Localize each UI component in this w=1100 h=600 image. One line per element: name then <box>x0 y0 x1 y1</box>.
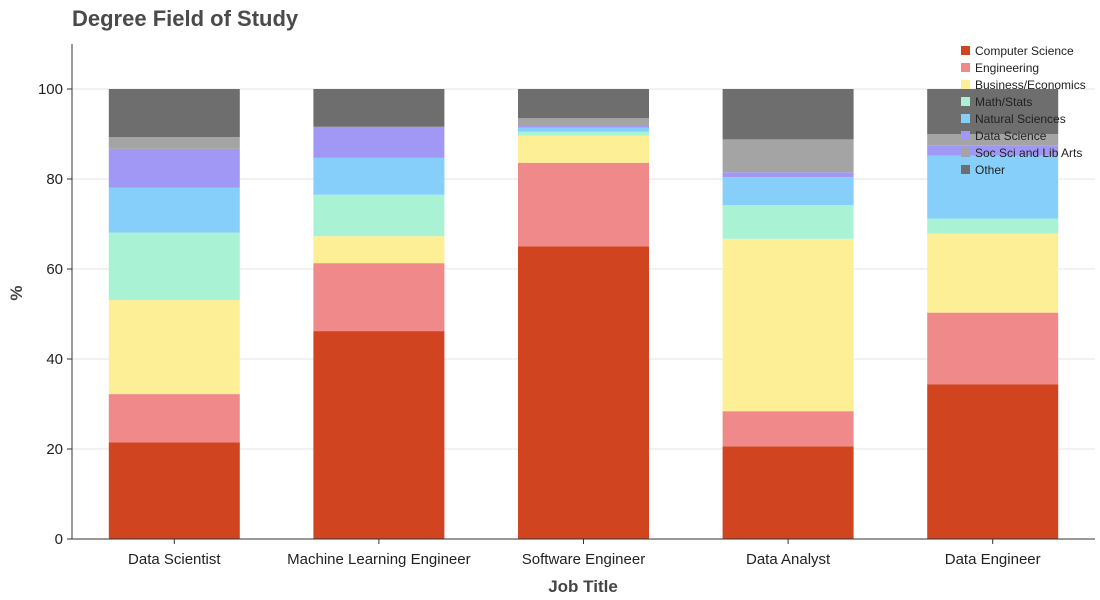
bar-segment <box>313 89 445 127</box>
bar-segment <box>722 205 854 239</box>
y-axis-title: % <box>7 285 26 300</box>
bar-segment <box>722 238 854 412</box>
bar-segment <box>722 177 854 206</box>
bar-segment <box>518 162 649 247</box>
bar-segment <box>722 89 854 140</box>
bar-segment <box>927 233 1059 313</box>
axes: 0 20 40 60 80 100 Data Scientist Machine Learni… <box>38 44 1095 568</box>
legend: Computer Science Engineering Business/Econ… <box>961 44 1086 177</box>
legend-swatch <box>961 114 970 123</box>
legend-swatch <box>961 80 970 89</box>
legend-swatch <box>961 97 970 106</box>
bar-segment <box>927 312 1059 385</box>
bar-segment <box>313 236 445 264</box>
bar-segment <box>108 187 240 233</box>
legend-swatch <box>961 148 970 157</box>
legend-label: Natural Sciences <box>975 112 1066 126</box>
bar-segment <box>108 89 240 138</box>
bar-segment <box>108 148 240 188</box>
legend-swatch <box>961 63 970 72</box>
bar-segment <box>722 411 854 447</box>
bar-segment <box>518 118 649 125</box>
bar-segment <box>313 194 445 237</box>
y-tick-label: 20 <box>46 441 63 458</box>
x-tick-label: Data Scientist <box>128 551 221 568</box>
bar-segment <box>518 89 649 119</box>
chart-title: Degree Field of Study <box>72 6 299 31</box>
bar-segment <box>108 442 240 539</box>
bar-segment <box>108 232 240 301</box>
legend-label: Soc Sci and Lib Arts <box>975 146 1082 160</box>
legend-label: Other <box>975 163 1005 177</box>
bar-segment <box>313 331 445 539</box>
bar-segment <box>722 446 854 539</box>
bar-segment <box>108 394 240 443</box>
x-tick-label: Data Analyst <box>746 551 831 568</box>
bar-segment <box>518 246 649 539</box>
bar-segment <box>313 126 445 158</box>
y-tick-label: 80 <box>46 171 63 188</box>
x-tick-label: Software Engineer <box>522 551 645 568</box>
x-tick-label: Machine Learning Engineer <box>287 551 470 568</box>
bar-segment <box>927 218 1059 234</box>
legend-label: Computer Science <box>975 44 1074 58</box>
bar-segment <box>927 384 1059 539</box>
bar-segment <box>518 131 649 136</box>
legend-label: Engineering <box>975 61 1039 75</box>
bars <box>108 89 1059 539</box>
legend-label: Business/Economics <box>975 78 1086 92</box>
legend-label: Math/Stats <box>975 95 1032 109</box>
legend-label: Data Science <box>975 129 1047 143</box>
y-tick-label: 0 <box>55 531 63 548</box>
legend-swatch <box>961 165 970 174</box>
bar-segment <box>108 300 240 395</box>
bar-segment <box>927 134 1059 146</box>
bar-segment <box>722 139 854 173</box>
y-tick-label: 40 <box>46 351 63 368</box>
bar-segment <box>927 89 1059 134</box>
legend-swatch <box>961 46 970 55</box>
x-axis-title: Job Title <box>548 577 618 596</box>
bar-segment <box>108 137 240 149</box>
bar-segment <box>927 155 1059 219</box>
bar-segment <box>313 157 445 195</box>
x-tick-label: Data Engineer <box>945 551 1041 568</box>
legend-swatch <box>961 131 970 140</box>
bar-segment <box>518 127 649 132</box>
bar-segment <box>927 145 1059 156</box>
bar-segment <box>518 125 649 128</box>
y-tick-label: 100 <box>38 81 63 98</box>
y-tick-label: 60 <box>46 261 63 278</box>
bar-segment <box>722 172 854 178</box>
bar-segment <box>313 263 445 332</box>
bar-segment <box>518 135 649 163</box>
